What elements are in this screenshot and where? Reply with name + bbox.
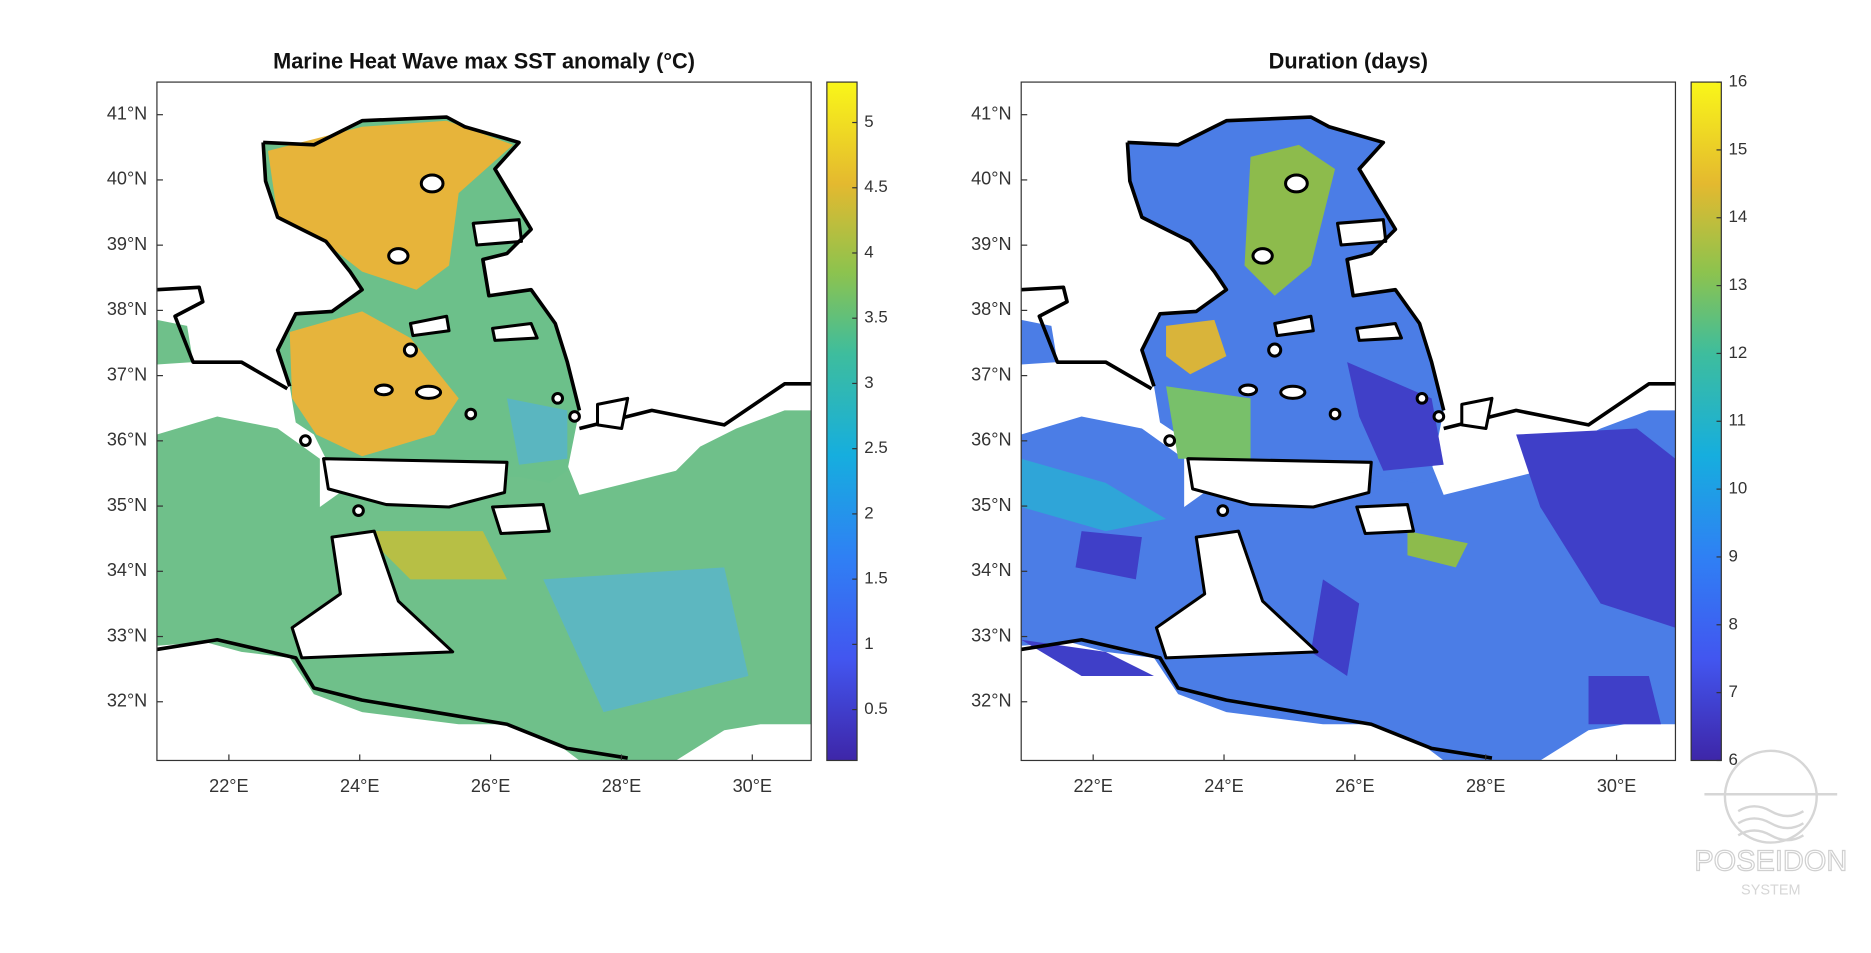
lat-tick-label: 39°N	[107, 234, 147, 254]
colorbar-tick-label: 13	[1729, 275, 1748, 294]
colorbar-tick-label: 4	[864, 242, 873, 261]
colorbar-tick-label: 12	[1729, 343, 1748, 362]
watermark-subtitle: SYSTEM	[1741, 883, 1801, 899]
lat-tick-label: 32°N	[107, 691, 147, 711]
map-duration	[1020, 81, 1677, 762]
map-sst	[156, 115, 812, 761]
lon-tick-label: 28°E	[602, 776, 641, 796]
colorbar-tick-label: 7	[1729, 682, 1738, 701]
colorbar-tick-label: 1	[864, 634, 873, 653]
colorbar-tick-label: 3	[864, 373, 873, 392]
colorbar-tick-label: 2.5	[864, 438, 887, 457]
lat-tick-label: 32°N	[971, 691, 1011, 711]
lon-tick-label: 22°E	[1073, 776, 1112, 796]
map-frame	[156, 81, 812, 762]
colorbar-tick-label: 14	[1729, 207, 1748, 226]
lat-tick-label: 38°N	[107, 299, 147, 319]
colorbar-tick-label: 1.5	[864, 569, 887, 588]
lat-tick-label: 38°N	[971, 299, 1011, 319]
lat-tick-label: 34°N	[107, 560, 147, 580]
lon-tick-label: 24°E	[1204, 776, 1243, 796]
lat-tick-label: 35°N	[971, 495, 1011, 515]
watermark-logo	[1704, 749, 1838, 844]
lat-tick-label: 36°N	[971, 430, 1011, 450]
lat-tick-label: 37°N	[107, 364, 147, 384]
lat-tick-label: 33°N	[971, 625, 1011, 645]
colorbar-tick-label: 11	[1729, 411, 1747, 430]
panel-title: Duration (days)	[1269, 49, 1428, 74]
lon-tick-label: 26°E	[1335, 776, 1374, 796]
colorbar	[826, 81, 858, 762]
colorbar-tick-label: 16	[1729, 72, 1748, 91]
lat-tick-label: 33°N	[107, 625, 147, 645]
map-frame	[1020, 81, 1677, 762]
lon-tick-label: 30°E	[733, 776, 772, 796]
lat-tick-label: 36°N	[107, 430, 147, 450]
panel-title: Marine Heat Wave max SST anomaly (°C)	[273, 49, 695, 74]
colorbar-tick-label: 5	[864, 112, 873, 131]
colorbar-tick-label: 15	[1729, 139, 1748, 158]
colorbar-tick-label: 6	[1729, 750, 1738, 769]
colorbar-tick-label: 10	[1729, 479, 1748, 498]
colorbar	[1690, 81, 1722, 762]
lat-tick-label: 37°N	[971, 364, 1011, 384]
lon-tick-label: 28°E	[1466, 776, 1505, 796]
colorbar-tick-label: 0.5	[864, 699, 887, 718]
lon-tick-label: 22°E	[209, 776, 248, 796]
lat-tick-label: 35°N	[107, 495, 147, 515]
lat-tick-label: 34°N	[971, 560, 1011, 580]
colorbar-tick-label: 2	[864, 503, 873, 522]
lat-tick-label: 41°N	[971, 103, 1011, 123]
colorbar-tick-label: 9	[1729, 546, 1738, 565]
lat-tick-label: 40°N	[107, 169, 147, 189]
lon-tick-label: 26°E	[471, 776, 510, 796]
colorbar-tick-label: 8	[1729, 614, 1738, 633]
lon-tick-label: 24°E	[340, 776, 379, 796]
lat-tick-label: 39°N	[971, 234, 1011, 254]
colorbar-tick-label: 4.5	[864, 177, 887, 196]
colorbar-tick-label: 3.5	[864, 308, 887, 327]
watermark-name: POSEIDON	[1694, 846, 1847, 878]
lat-tick-label: 40°N	[971, 169, 1011, 189]
lat-tick-label: 41°N	[107, 103, 147, 123]
lon-tick-label: 30°E	[1597, 776, 1636, 796]
